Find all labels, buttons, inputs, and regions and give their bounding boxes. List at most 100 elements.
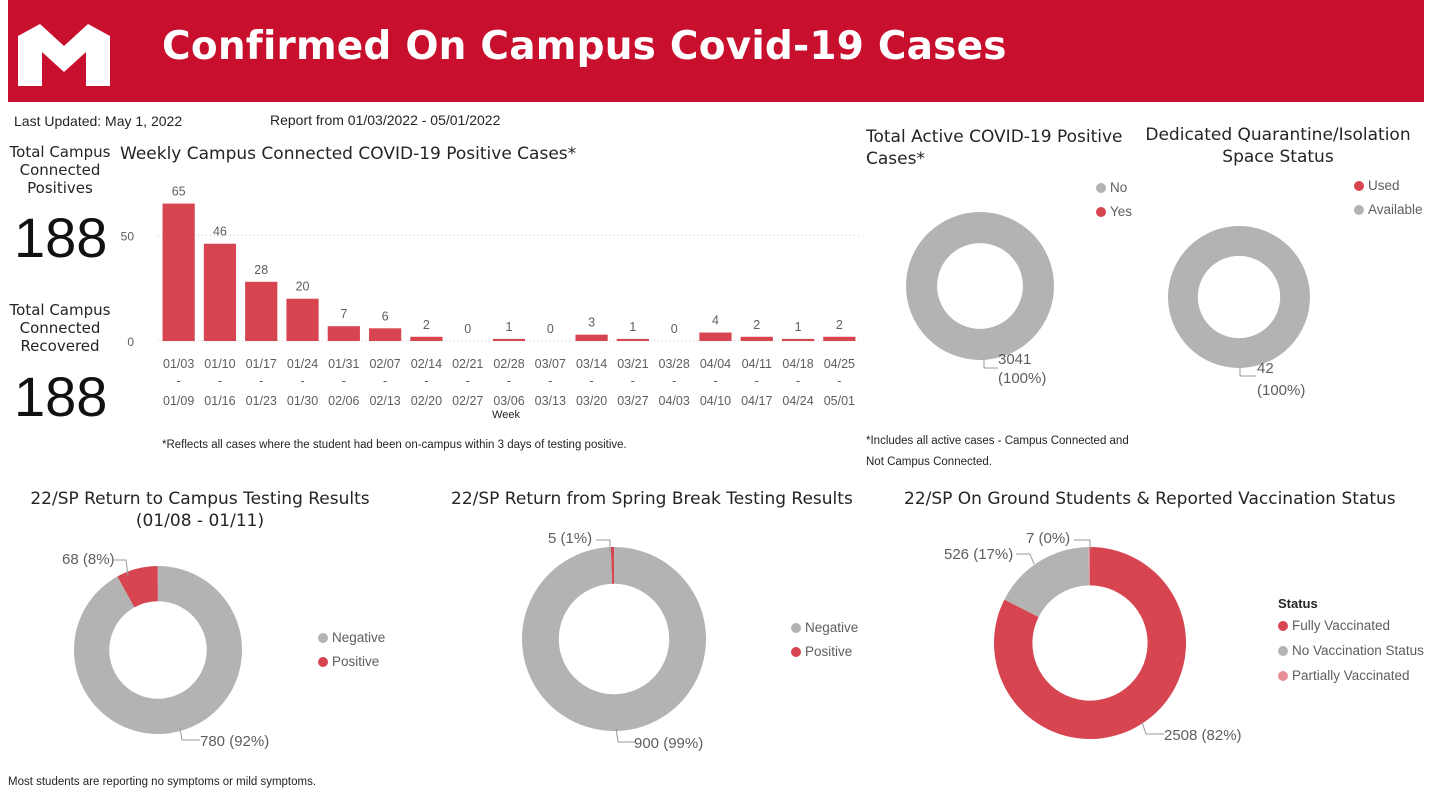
x-tick-label: 02/20 xyxy=(411,394,442,408)
donut-slice[interactable] xyxy=(1168,226,1310,368)
x-tick-label: 01/10 xyxy=(204,357,235,371)
x-tick-label: - xyxy=(177,374,181,388)
leader-line-icon xyxy=(1074,539,1091,550)
active-note-line2: Not Campus Connected. xyxy=(866,456,992,468)
donut-slice[interactable] xyxy=(906,212,1054,360)
legend-item-used[interactable]: Used xyxy=(1354,178,1423,193)
bar-data-label: 0 xyxy=(464,322,471,336)
x-tick-label: - xyxy=(218,374,222,388)
y-tick-label: 0 xyxy=(127,335,134,349)
legend-label: Yes xyxy=(1110,204,1133,219)
bar[interactable] xyxy=(492,338,526,341)
leader-line-icon xyxy=(1141,722,1164,735)
legend-label: No Vaccination Status xyxy=(1292,643,1424,658)
bar[interactable] xyxy=(740,336,773,341)
donut-slice[interactable] xyxy=(1004,547,1090,617)
bar-data-label: 6 xyxy=(382,309,389,323)
x-tick-label: 03/14 xyxy=(576,357,607,371)
leader-line-icon xyxy=(1239,366,1256,377)
donut-slice[interactable] xyxy=(610,547,614,584)
kpi-positives-label: Total Campus Connected Positives xyxy=(9,143,111,197)
bar[interactable] xyxy=(369,328,402,341)
bar[interactable] xyxy=(781,338,815,341)
x-tick-label: - xyxy=(507,374,511,388)
quarantine-legend: Used Available xyxy=(1354,178,1423,217)
bar-data-label: 2 xyxy=(753,318,760,332)
legend-item-no[interactable]: No xyxy=(1096,180,1132,195)
bar[interactable] xyxy=(823,336,856,341)
vax-legend-title: Status xyxy=(1278,596,1318,611)
bar[interactable] xyxy=(410,336,443,341)
university-logo-icon xyxy=(18,24,110,86)
quarantine-data-label: 42 (100%) xyxy=(1257,358,1305,402)
x-tick-label: 05/01 xyxy=(824,394,855,408)
x-tick-label: 02/13 xyxy=(369,394,400,408)
bar[interactable] xyxy=(699,332,732,341)
x-tick-label: 02/21 xyxy=(452,357,483,371)
active-note: *Includes all active cases - Campus Conn… xyxy=(866,431,1129,473)
bar[interactable] xyxy=(162,203,195,341)
donut-slice[interactable] xyxy=(522,547,706,731)
x-tick-label: 04/24 xyxy=(782,394,813,408)
x-tick-label: 04/04 xyxy=(700,357,731,371)
legend-label: Partially Vaccinated xyxy=(1292,668,1410,683)
x-tick-label: - xyxy=(466,374,470,388)
legend-item-available[interactable]: Available xyxy=(1354,202,1423,217)
bar[interactable] xyxy=(616,338,649,341)
legend-item-partial[interactable]: Partially Vaccinated xyxy=(1278,668,1424,683)
x-tick-label: - xyxy=(713,374,717,388)
bar[interactable] xyxy=(203,243,237,341)
legend-item-positive[interactable]: Positive xyxy=(318,654,385,669)
x-tick-label: 01/31 xyxy=(328,357,359,371)
spring-title: 22/SP Return from Spring Break Testing R… xyxy=(451,489,853,509)
bar-data-label: 2 xyxy=(423,318,430,332)
legend-item-positive[interactable]: Positive xyxy=(791,644,858,659)
legend-item-fully[interactable]: Fully Vaccinated xyxy=(1278,618,1424,633)
legend-dot-icon xyxy=(791,646,801,657)
donut-slice[interactable] xyxy=(74,566,242,734)
legend-item-negative[interactable]: Negative xyxy=(791,620,858,635)
return-legend: Negative Positive xyxy=(318,630,385,669)
donut-slice[interactable] xyxy=(1088,547,1090,586)
last-updated: Last Updated: May 1, 2022 xyxy=(14,113,183,129)
x-tick-label: - xyxy=(342,374,346,388)
bar-data-label: 46 xyxy=(213,225,227,239)
x-tick-label: - xyxy=(755,374,759,388)
leader-line-icon xyxy=(983,358,998,369)
x-tick-label: - xyxy=(590,374,594,388)
x-tick-label: 04/18 xyxy=(782,357,813,371)
bar[interactable] xyxy=(245,281,278,341)
legend-dot-icon xyxy=(791,622,801,633)
active-label-count: 3041 xyxy=(998,351,1032,368)
legend-item-negative[interactable]: Negative xyxy=(318,630,385,645)
legend-label: Available xyxy=(1368,202,1423,217)
x-tick-label: 04/17 xyxy=(741,394,772,408)
active-data-label: 3041 (100%) xyxy=(998,350,1046,388)
bar[interactable] xyxy=(327,326,360,341)
weekly-chart-title: Weekly Campus Connected COVID-19 Positiv… xyxy=(120,144,577,164)
bar[interactable] xyxy=(286,298,319,341)
active-label-percent: (100%) xyxy=(998,370,1047,387)
return-title-line1: 22/SP Return to Campus Testing Results xyxy=(30,489,370,509)
x-tick-label: - xyxy=(672,374,676,388)
legend-label: Positive xyxy=(805,644,853,659)
weekly-footnote: *Reflects all cases where the student ha… xyxy=(162,439,627,451)
bar[interactable] xyxy=(575,334,608,341)
spring-donut xyxy=(522,547,706,731)
x-tick-label: 04/10 xyxy=(700,394,731,408)
x-tick-label: 03/28 xyxy=(659,357,690,371)
header-banner xyxy=(8,0,1424,102)
legend-item-yes[interactable]: Yes xyxy=(1096,204,1132,219)
donut-slice[interactable] xyxy=(994,547,1186,739)
x-tick-label: 02/14 xyxy=(411,357,442,371)
x-tick-label: 04/25 xyxy=(824,357,855,371)
y-tick-label: 50 xyxy=(121,229,135,243)
kpi-recovered-value: 188 xyxy=(14,365,108,428)
vax-title: 22/SP On Ground Students & Reported Vacc… xyxy=(904,489,1396,509)
spring-label-negative: 900 (99%) xyxy=(634,735,704,752)
weekly-bar-chart: 0506501/03-01/094601/10-01/162801/17-01/… xyxy=(121,185,860,421)
kpi-recovered-label: Total Campus Connected Recovered xyxy=(9,301,111,355)
donut-slice[interactable] xyxy=(117,566,158,608)
legend-item-none[interactable]: No Vaccination Status xyxy=(1278,643,1424,658)
x-tick-label: - xyxy=(383,374,387,388)
